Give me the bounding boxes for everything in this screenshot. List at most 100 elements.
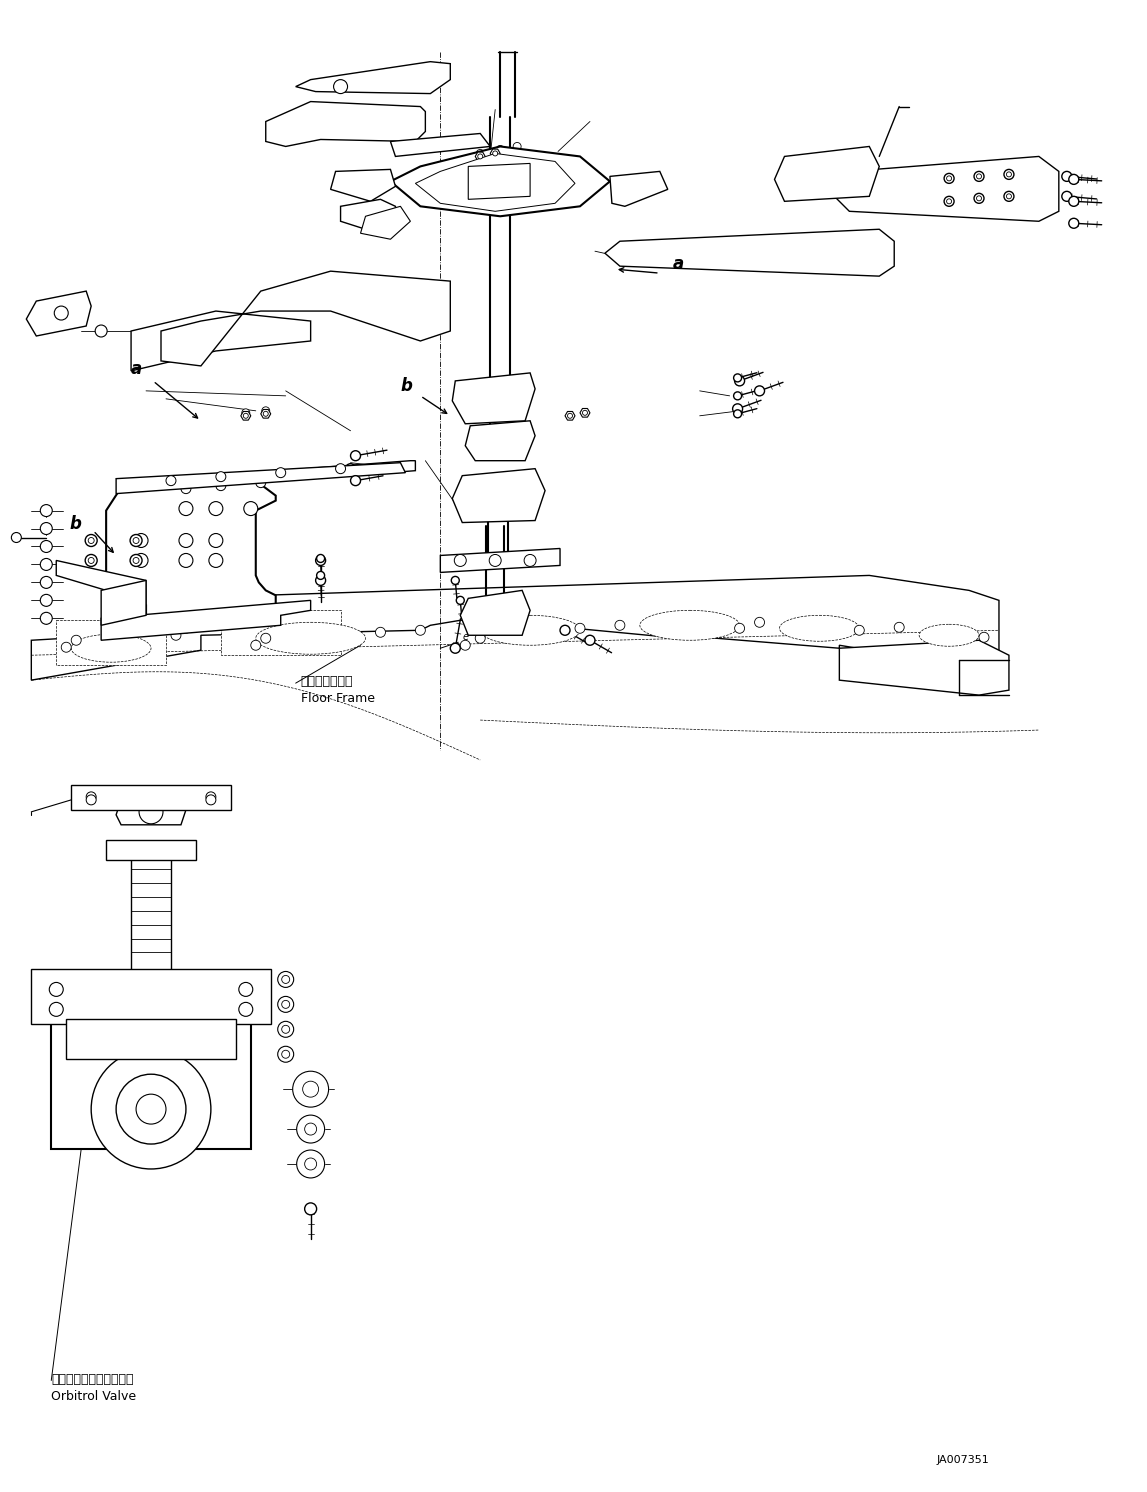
- Circle shape: [134, 554, 148, 567]
- Polygon shape: [31, 970, 271, 1025]
- Text: b: b: [69, 515, 81, 533]
- Circle shape: [1006, 194, 1012, 198]
- Circle shape: [209, 534, 223, 548]
- Polygon shape: [460, 591, 530, 636]
- Circle shape: [216, 471, 226, 482]
- Circle shape: [734, 410, 742, 418]
- Circle shape: [315, 555, 326, 565]
- Circle shape: [946, 198, 952, 204]
- Circle shape: [278, 1046, 294, 1062]
- Circle shape: [734, 376, 744, 386]
- Text: オービットロールバルブ: オービットロールバルブ: [52, 1374, 134, 1386]
- Circle shape: [40, 558, 53, 570]
- Polygon shape: [67, 1019, 236, 1059]
- Circle shape: [278, 997, 294, 1013]
- Circle shape: [206, 792, 216, 801]
- Polygon shape: [829, 157, 1059, 221]
- Circle shape: [825, 161, 834, 172]
- Circle shape: [1062, 172, 1071, 182]
- Circle shape: [179, 501, 193, 516]
- Circle shape: [1069, 197, 1079, 206]
- Circle shape: [734, 624, 744, 633]
- Polygon shape: [241, 412, 251, 421]
- Circle shape: [91, 1049, 211, 1168]
- Circle shape: [733, 404, 742, 413]
- Polygon shape: [107, 476, 275, 621]
- Circle shape: [134, 534, 148, 548]
- Circle shape: [49, 1003, 63, 1016]
- Polygon shape: [161, 272, 451, 366]
- Polygon shape: [466, 421, 536, 461]
- Circle shape: [88, 537, 94, 543]
- Circle shape: [451, 643, 460, 653]
- Circle shape: [976, 175, 982, 179]
- Circle shape: [840, 160, 849, 170]
- Ellipse shape: [481, 615, 580, 645]
- Polygon shape: [580, 409, 590, 418]
- Circle shape: [297, 1115, 325, 1143]
- Circle shape: [1062, 191, 1071, 201]
- Circle shape: [1006, 172, 1012, 178]
- Circle shape: [282, 1000, 290, 1009]
- Circle shape: [86, 795, 96, 804]
- Text: a: a: [673, 255, 684, 273]
- Circle shape: [513, 142, 521, 151]
- Circle shape: [136, 1094, 166, 1123]
- Circle shape: [181, 483, 190, 494]
- Circle shape: [40, 612, 53, 624]
- Text: Floor Frame: Floor Frame: [301, 692, 375, 706]
- Circle shape: [976, 195, 982, 201]
- Circle shape: [946, 176, 952, 181]
- Circle shape: [71, 636, 81, 645]
- Circle shape: [486, 486, 510, 510]
- Circle shape: [615, 621, 625, 630]
- Circle shape: [454, 555, 467, 567]
- Polygon shape: [101, 580, 146, 625]
- Bar: [221, 610, 341, 655]
- Polygon shape: [56, 561, 146, 621]
- Circle shape: [49, 982, 63, 997]
- Circle shape: [585, 636, 595, 645]
- Polygon shape: [296, 61, 451, 94]
- Polygon shape: [116, 463, 405, 494]
- Ellipse shape: [919, 624, 980, 646]
- Circle shape: [568, 413, 572, 418]
- Circle shape: [493, 151, 498, 157]
- Circle shape: [1004, 170, 1014, 179]
- Circle shape: [244, 501, 258, 516]
- Circle shape: [1069, 175, 1079, 185]
- Circle shape: [351, 476, 360, 485]
- Circle shape: [476, 149, 484, 158]
- Polygon shape: [610, 172, 668, 206]
- Polygon shape: [26, 291, 91, 336]
- Ellipse shape: [640, 610, 740, 640]
- Circle shape: [734, 374, 742, 382]
- Circle shape: [179, 534, 193, 548]
- Circle shape: [133, 558, 139, 564]
- Circle shape: [524, 555, 536, 567]
- Circle shape: [755, 386, 765, 395]
- Polygon shape: [101, 600, 311, 640]
- Polygon shape: [52, 1019, 251, 1149]
- Circle shape: [974, 194, 984, 203]
- Circle shape: [451, 576, 459, 585]
- Circle shape: [239, 1003, 252, 1016]
- Polygon shape: [131, 310, 311, 372]
- Polygon shape: [330, 170, 396, 201]
- Polygon shape: [415, 154, 575, 212]
- Circle shape: [510, 606, 520, 615]
- Circle shape: [239, 982, 252, 997]
- Circle shape: [303, 1082, 319, 1097]
- Circle shape: [415, 625, 426, 636]
- Text: e: e: [462, 633, 468, 642]
- Circle shape: [179, 554, 193, 567]
- Text: Orbitrol Valve: Orbitrol Valve: [52, 1391, 136, 1404]
- Circle shape: [317, 555, 325, 562]
- Polygon shape: [360, 206, 411, 239]
- Text: a: a: [131, 360, 142, 377]
- Circle shape: [181, 624, 190, 633]
- Circle shape: [54, 306, 68, 321]
- Circle shape: [575, 624, 585, 633]
- Bar: [56, 621, 166, 665]
- Circle shape: [256, 477, 266, 488]
